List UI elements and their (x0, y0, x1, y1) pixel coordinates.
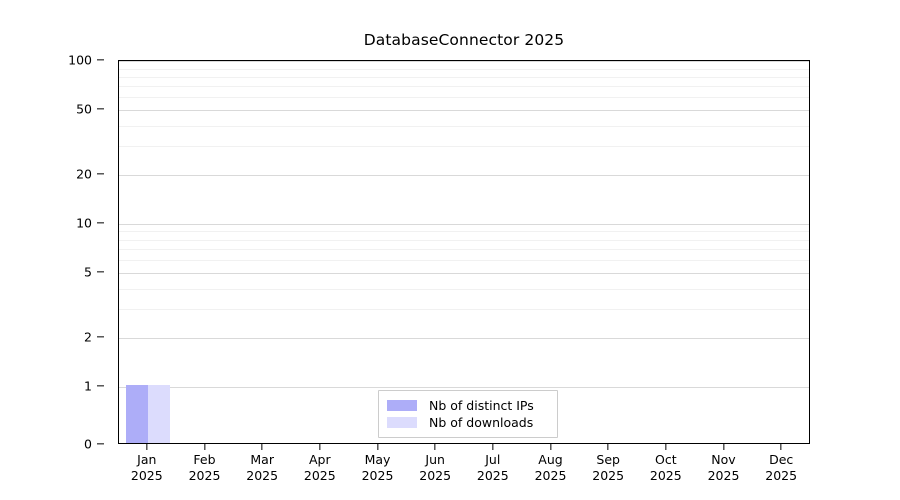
y-tick-label: 10 (76, 215, 92, 231)
y-tick-mark (97, 108, 104, 110)
gridline-major (119, 174, 809, 176)
x-tick-label-line: Oct (654, 452, 677, 467)
gridline-major (119, 386, 809, 388)
gridline-minor (119, 146, 809, 148)
x-tick-label-line: May (364, 452, 391, 467)
x-tick-label: Mar 2025 (246, 452, 278, 483)
y-tick-label: 50 (76, 101, 92, 117)
y-tick-mark (97, 335, 104, 338)
legend-label: Nb of distinct IPs (429, 398, 534, 413)
x-tick-mark (146, 444, 148, 450)
gridline-major (119, 272, 809, 274)
x-tick-label: May 2025 (362, 452, 394, 483)
x-tick-mark (492, 444, 494, 450)
x-tick-label-line: 2025 (592, 467, 625, 483)
x-tick-mark (376, 444, 379, 450)
x-tick-label-line: 2025 (303, 467, 336, 483)
x-tick-label: Jul 2025 (477, 452, 509, 483)
gridline-minor (119, 97, 809, 99)
gridline-minor (119, 249, 809, 250)
gridline-minor (119, 308, 809, 310)
gridline-major (119, 223, 809, 225)
x-tick-label: Feb 2025 (189, 452, 221, 483)
x-tick-label: Apr 2025 (304, 452, 336, 483)
x-tick-mark (434, 444, 436, 450)
x-tick-label-line: Jul (485, 452, 501, 467)
y-tick-label: 0 (84, 436, 92, 452)
x-tick-label-line: 2025 (476, 467, 509, 483)
x-tick-label-line: Jan (137, 452, 157, 467)
bar (147, 384, 170, 443)
y-tick-mark (97, 173, 104, 175)
x-tick-label-line: 2025 (419, 467, 452, 483)
x-tick-label-line: Nov (711, 452, 736, 467)
x-tick-mark (549, 444, 552, 450)
y-tick-label: 100 (68, 52, 92, 68)
x-tick-label-line: 2025 (765, 467, 798, 483)
x-tick-label: Nov 2025 (708, 452, 740, 483)
legend-label: Nb of downloads (429, 415, 534, 430)
legend-item[interactable]: Nb of downloads (387, 414, 548, 431)
x-tick-label-line: 2025 (188, 467, 221, 483)
plot-area (118, 60, 810, 444)
x-tick-label: Sep 2025 (592, 452, 624, 483)
gridline-minor (119, 125, 809, 127)
chart-legend: Nb of distinct IPs Nb of downloads (378, 390, 558, 438)
x-tick-label-line: 2025 (649, 467, 682, 483)
gridline-minor (119, 288, 809, 290)
x-tick-label: Dec 2025 (765, 452, 797, 483)
gridline-major (119, 110, 809, 111)
x-tick-label-line: Apr (308, 452, 331, 467)
y-tick-label: 2 (84, 329, 92, 345)
y-tick-mark (97, 384, 104, 387)
y-axis: 0 1 2 5 10 20 50 100 (0, 53, 118, 452)
y-tick-mark (97, 271, 104, 273)
x-tick-mark (780, 444, 782, 450)
x-tick-label-line: Sep (596, 452, 620, 467)
x-tick-label-line: Aug (538, 452, 563, 467)
legend-swatch (387, 417, 417, 428)
gridline-minor (119, 231, 809, 233)
x-tick-label-line: Feb (193, 452, 216, 467)
x-tick-label: Oct 2025 (650, 452, 682, 483)
gridline-minor (119, 68, 809, 70)
x-tick-label-line: 2025 (246, 467, 279, 483)
x-tick-mark (203, 444, 206, 450)
x-tick-mark (607, 444, 609, 450)
chart-title: DatabaseConnector 2025 (363, 31, 565, 49)
x-tick-label-line: Mar (250, 452, 274, 467)
gridline-minor (119, 86, 809, 88)
legend-swatch (387, 400, 417, 411)
y-tick-label: 5 (84, 264, 92, 280)
x-tick-mark (665, 444, 667, 450)
x-tick-mark (722, 444, 725, 450)
gridline-minor (119, 239, 809, 241)
x-axis: Jan 2025 Feb 2025 Mar 2025 Apr 2025 May 2025 Jun 20… (118, 444, 810, 500)
x-tick-label: Jan 2025 (131, 452, 163, 483)
y-tick-mark (97, 59, 104, 61)
gridline-major (119, 337, 809, 339)
y-tick-mark (97, 443, 104, 445)
gridline-minor (119, 76, 809, 78)
y-tick-label: 1 (84, 378, 92, 394)
x-tick-label-line: 2025 (361, 467, 394, 483)
gridline-major (119, 61, 809, 62)
gridline-minor (119, 259, 809, 261)
y-tick-mark (97, 222, 104, 224)
x-tick-label-line: Dec (769, 452, 794, 467)
x-tick-mark (319, 444, 321, 450)
x-tick-label-line: Jun (425, 452, 445, 467)
x-tick-label-line: 2025 (534, 467, 567, 483)
legend-item[interactable]: Nb of distinct IPs (387, 397, 548, 414)
y-tick-label: 20 (76, 166, 92, 182)
x-tick-label: Aug 2025 (535, 452, 567, 483)
x-tick-label: Jun 2025 (419, 452, 451, 483)
x-tick-mark (261, 444, 263, 450)
x-tick-label-line: 2025 (130, 467, 163, 483)
x-tick-label-line: 2025 (707, 467, 740, 483)
bar (125, 384, 148, 443)
